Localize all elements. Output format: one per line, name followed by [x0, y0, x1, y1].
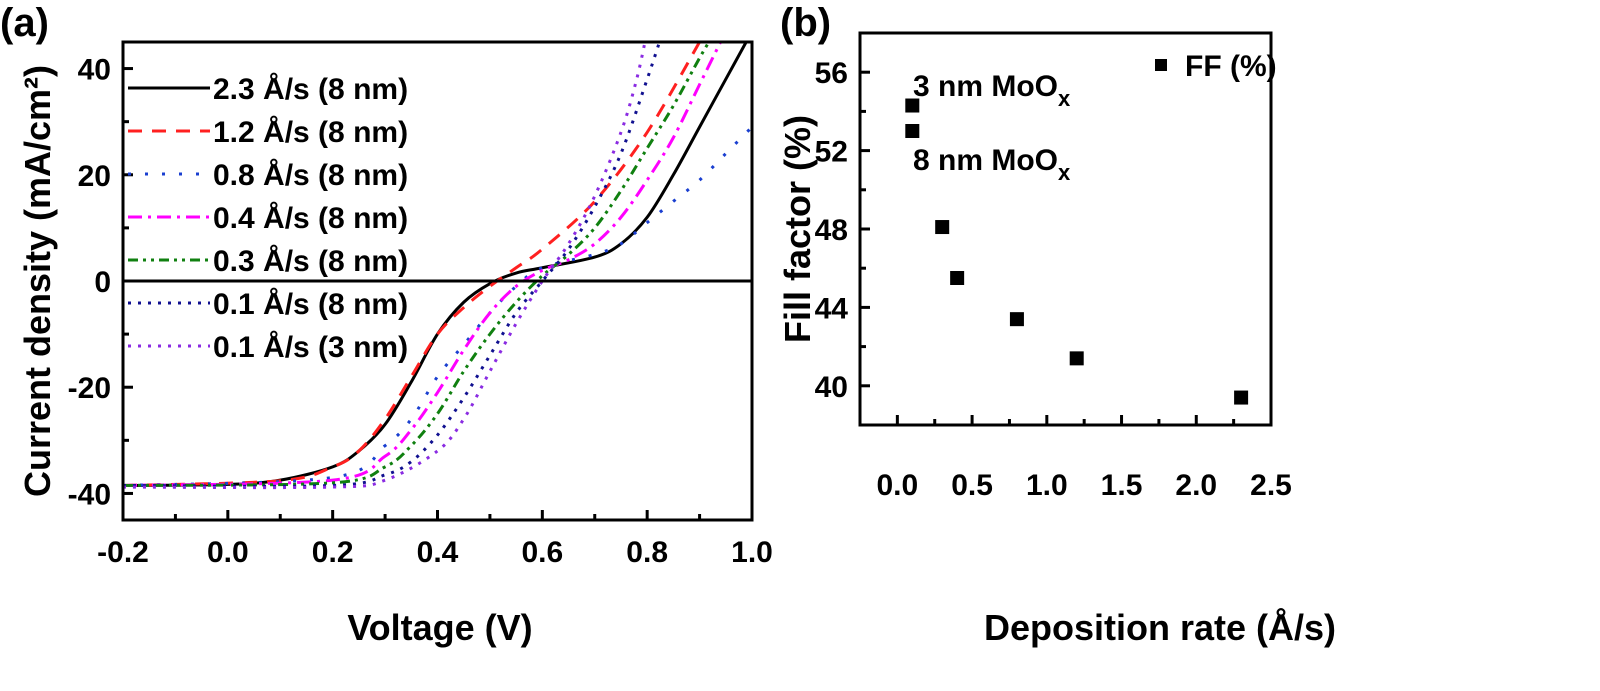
legend-label-4: 0.3 Å/s (8 nm) [213, 245, 408, 278]
panel-b-label: (b) [780, 1, 831, 45]
y-tick-label: 40 [815, 371, 848, 404]
annotation-8nm-sub: x [1058, 160, 1071, 185]
annotation-3nm-text: 3 nm MoO [913, 70, 1058, 103]
annotation-8nm: 8 nm MoOx [913, 144, 1071, 185]
annotation-3nm: 3 nm MoOx [913, 70, 1071, 111]
x-tick-label: 0.2 [312, 536, 354, 569]
x-tick-label: 1.0 [1026, 469, 1068, 502]
data-point [1069, 351, 1084, 366]
x-tick-label: 1.5 [1101, 469, 1143, 502]
y-tick-label: 48 [815, 214, 848, 247]
legend-label-1: 1.2 Å/s (8 nm) [213, 116, 408, 149]
x-tick-label: 0.0 [877, 469, 919, 502]
data-point [905, 124, 920, 138]
x-tick-label: 0.5 [951, 469, 993, 502]
x-tick-label: 0.4 [417, 536, 459, 569]
panel-a-label: (a) [0, 1, 49, 45]
y-tick-label: 56 [815, 57, 848, 90]
axis-ticks-a: -0.2 0.0 0.2 0.4 0.6 0.8 1.0 -40 -20 0 20 40 [68, 54, 773, 569]
legend-label-0: 2.3 Å/s (8 nm) [213, 73, 408, 106]
series-line-1 [123, 42, 701, 487]
y-tick-label: 0 [94, 266, 111, 299]
x-tick-label: 2.5 [1250, 469, 1292, 502]
legend-a: 2.3 Å/s (8 nm) 1.2 Å/s (8 nm) 0.8 Å/s (8 n… [128, 73, 408, 364]
x-axis-label-b: Deposition rate (Å/s) [984, 607, 1336, 648]
y-tick-label: 40 [78, 54, 111, 87]
curves [123, 42, 752, 490]
x-tick-label: -0.2 [97, 536, 149, 569]
x-tick-label: 2.0 [1175, 469, 1217, 502]
x-tick-label: 0.6 [521, 536, 563, 569]
y-tick-label: -20 [68, 372, 111, 405]
series-line-5 [123, 42, 662, 488]
legend-marker-b [1155, 59, 1167, 71]
y-tick-label: 44 [815, 292, 849, 325]
legend-label-3: 0.4 Å/s (8 nm) [213, 202, 408, 235]
scatter-points [905, 98, 1249, 405]
legend-label-5: 0.1 Å/s (8 nm) [213, 288, 408, 321]
series-line-3 [123, 42, 723, 487]
x-tick-label: 0.8 [626, 536, 668, 569]
series-line-6 [123, 42, 647, 490]
y-tick-label: -40 [68, 478, 111, 511]
y-axis-label-a: Current density (mA/cm²) [17, 65, 58, 497]
y-tick-label: 20 [78, 160, 111, 193]
panel-a-jv-curves: (a) -0.2 0.0 0.2 0.4 0.6 0.8 1.0 -40 -20 0 20 40 2.… [0, 1, 773, 648]
axis-ticks-b: 0.0 0.5 1.0 1.5 2.0 2.5 40 44 48 52 56 [815, 57, 1292, 502]
x-axis-label-a: Voltage (V) [347, 607, 532, 648]
annotation-3nm-sub: x [1058, 86, 1071, 111]
data-point [1234, 390, 1249, 405]
data-point [905, 98, 920, 113]
legend-label-b: FF (%) [1185, 50, 1277, 83]
series-line-4 [123, 42, 711, 487]
data-point [935, 220, 950, 235]
data-point [950, 271, 965, 285]
y-tick-label: 52 [815, 136, 848, 169]
y-axis-label-b: Fill factor (%) [777, 115, 818, 343]
data-point [1009, 312, 1024, 327]
legend-label-6: 0.1 Å/s (3 nm) [213, 331, 408, 364]
x-tick-label: 1.0 [731, 536, 773, 569]
annotation-8nm-text: 8 nm MoO [913, 144, 1058, 177]
x-tick-label: 0.0 [207, 536, 249, 569]
legend-label-2: 0.8 Å/s (8 nm) [213, 159, 408, 192]
